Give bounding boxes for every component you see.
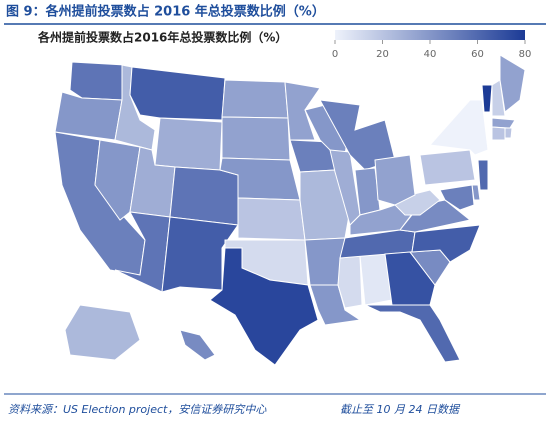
- note: 截止至 10 月 24 日数据: [340, 403, 461, 416]
- state: [237, 197, 306, 241]
- legend-bar: [335, 30, 525, 40]
- chart-title: 各州提前投票数占2016年总投票数比例（%）: [37, 30, 287, 45]
- state: [69, 61, 126, 101]
- state: [64, 304, 141, 361]
- state: [284, 81, 321, 141]
- state: [209, 247, 319, 366]
- figure-title: 图 9：各州提前投票数占 2016 年总投票数比例（%）: [6, 4, 325, 20]
- state: [419, 149, 476, 186]
- state: [154, 117, 223, 171]
- state: [319, 99, 396, 171]
- state: [374, 154, 416, 206]
- state: [129, 66, 226, 121]
- legend-tick-label: 40: [424, 49, 437, 60]
- legend-tick-label: 80: [519, 49, 532, 60]
- legend-tick-label: 60: [471, 49, 484, 60]
- legend-tick-label: 20: [376, 49, 389, 60]
- state: [169, 166, 239, 226]
- state: [481, 84, 493, 113]
- state: [499, 54, 526, 113]
- source: 资料来源：US Election project，安信证券研究中心: [8, 403, 267, 416]
- state: [221, 79, 289, 119]
- state: [491, 79, 506, 117]
- state: [491, 126, 506, 141]
- state: [384, 251, 436, 306]
- state: [94, 139, 141, 221]
- state: [364, 304, 461, 363]
- state: [504, 127, 513, 139]
- state: [491, 117, 516, 129]
- legend-tick-label: 0: [332, 49, 338, 60]
- state: [179, 329, 216, 361]
- state: [477, 159, 489, 191]
- state: [439, 184, 475, 211]
- state: [221, 116, 291, 161]
- state: [428, 99, 489, 156]
- state: [54, 91, 123, 141]
